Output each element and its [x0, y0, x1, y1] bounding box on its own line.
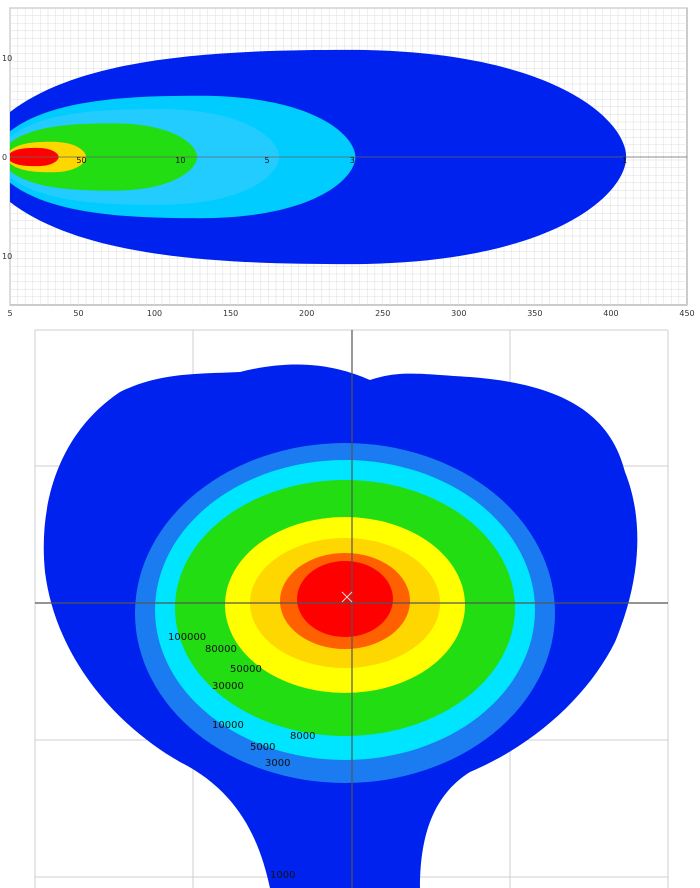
contour-label: 10000: [212, 720, 244, 731]
x-tick-label: 50: [73, 309, 83, 318]
x-tick-label: 450: [679, 309, 694, 318]
contour-label: 100000: [168, 632, 206, 643]
contour-label: 5: [265, 156, 270, 165]
x-tick-label: 200: [299, 309, 314, 318]
contour-label: 8000: [290, 731, 315, 742]
x-tick-label: 150: [223, 309, 238, 318]
x-tick-label: 100: [147, 309, 162, 318]
y-tick-label: 10: [2, 252, 12, 261]
x-tick-label: 250: [375, 309, 390, 318]
y-tick-label: 10: [2, 54, 12, 63]
contour-label: 50: [76, 156, 86, 165]
contour-label: 5000: [250, 742, 275, 753]
center-marker: [341, 591, 353, 603]
contour-label: 10: [175, 156, 185, 165]
front-view-chart: 100000 80000 50000 30000 10000 8000 5000 3000 10…: [0, 322, 700, 888]
contour-label: 30000: [212, 681, 244, 692]
contour-label: 80000: [205, 644, 237, 655]
contour-label: 50000: [230, 664, 262, 675]
x-tick-label: 400: [603, 309, 618, 318]
x-tick-label: 5: [7, 309, 12, 318]
side-view-chart: 50 10 5 3 1 5 50 100 150 200 250 300 350 400 450 10 0 10: [0, 0, 700, 322]
x-tick-label: 300: [451, 309, 466, 318]
contour-label: 1000: [270, 870, 295, 881]
contour-label: 3000: [265, 758, 290, 769]
contour-label: 3: [350, 156, 355, 165]
x-tick-label: 350: [527, 309, 542, 318]
y-tick-label: 0: [2, 153, 7, 162]
contour-label: 1: [622, 156, 627, 165]
